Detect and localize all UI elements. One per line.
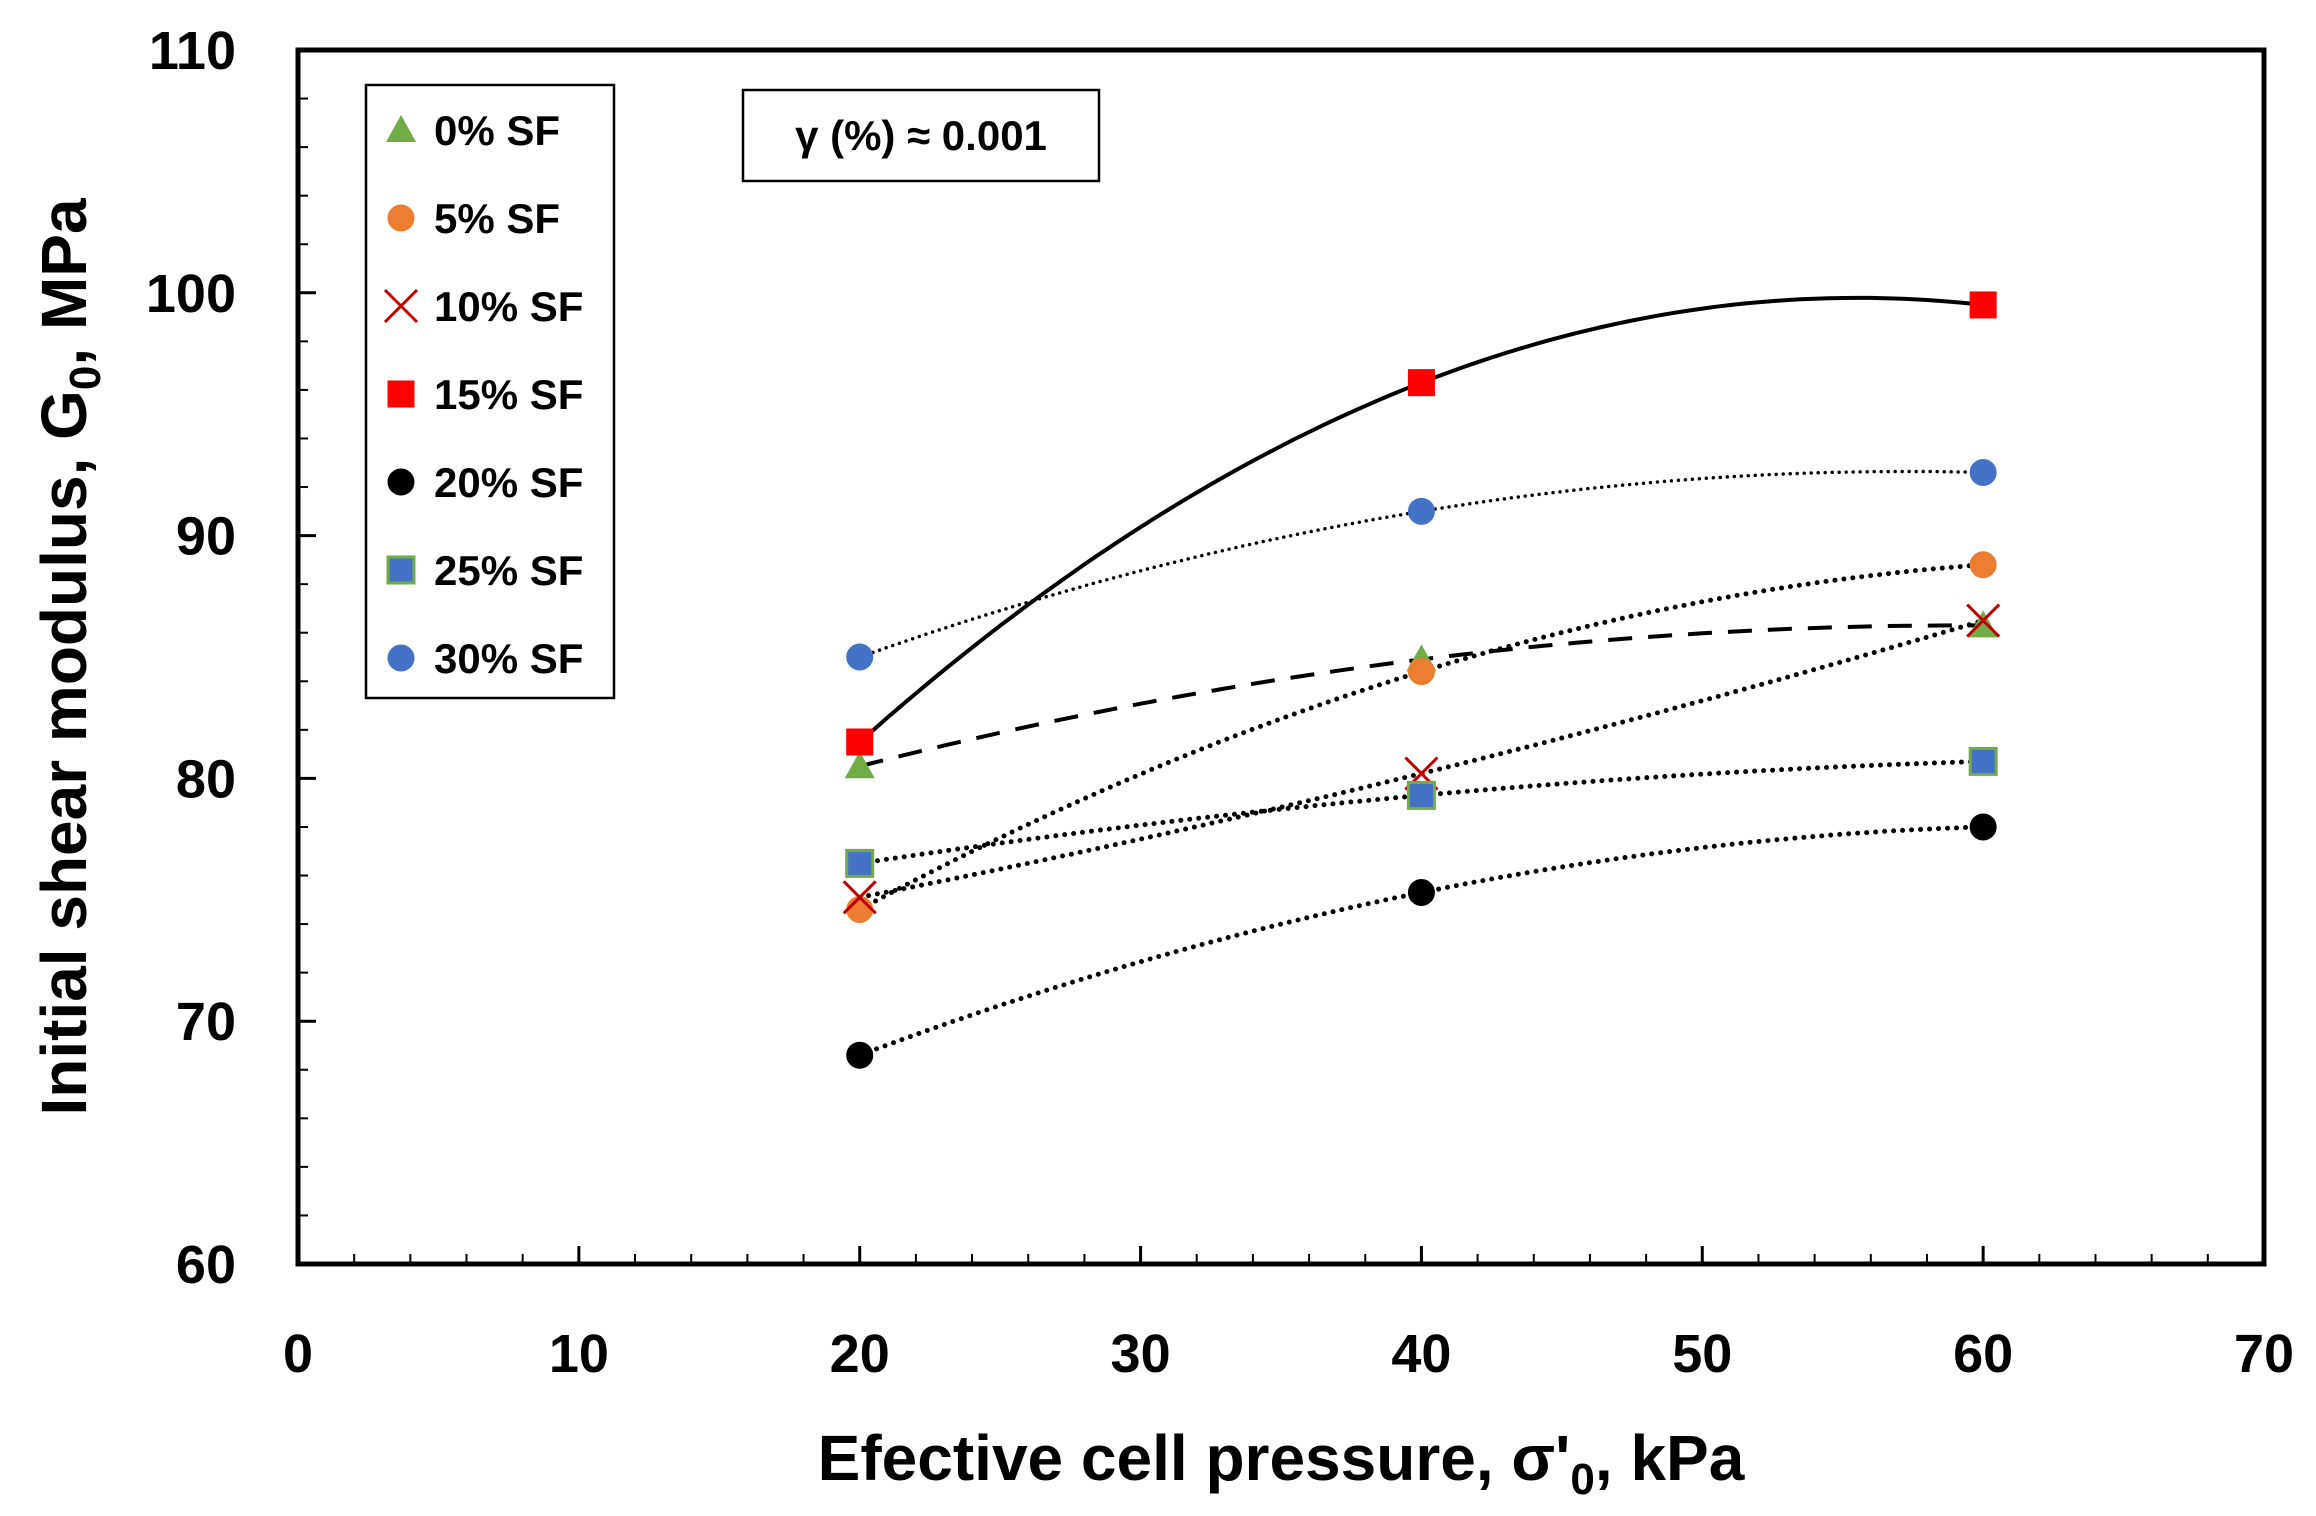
y-tick-label: 60 xyxy=(176,1235,236,1295)
point-5pct-sf xyxy=(846,896,874,924)
point-0pct-sf xyxy=(844,751,875,779)
trendline-5pct-sf xyxy=(857,562,1986,912)
y-tick-label: 90 xyxy=(176,507,236,567)
point-15pct-sf xyxy=(1969,291,1997,319)
point-25pct-sf xyxy=(1406,780,1436,810)
legend-label-10pct-sf: 10% SF xyxy=(434,283,583,330)
x-tick-label: 50 xyxy=(1672,1324,1732,1384)
annotation-box xyxy=(741,88,1101,183)
legend-label-15pct-sf: 15% SF xyxy=(434,371,583,418)
point-20pct-sf xyxy=(1407,879,1435,907)
x-axis-title: Efective cell pressure, σ'0, kPa xyxy=(818,1422,1745,1504)
point-25pct-sf xyxy=(1968,746,1998,776)
legend-label-0pct-sf: 0% SF xyxy=(434,107,560,154)
point-20pct-sf xyxy=(846,1041,874,1069)
point-30pct-sf xyxy=(1969,458,1997,486)
x-tick-label: 40 xyxy=(1391,1324,1451,1384)
legend-label-20pct-sf: 20% SF xyxy=(434,459,583,506)
x-tick-label: 20 xyxy=(830,1324,890,1384)
data-markers xyxy=(842,291,2001,1069)
legend-marker-20pct-sf xyxy=(387,468,415,496)
trendline-25pct-sf xyxy=(857,758,1986,866)
point-20pct-sf xyxy=(1969,813,1997,841)
point-30pct-sf xyxy=(846,643,874,671)
legend-marker-25pct-sf xyxy=(386,555,416,585)
y-tick-label: 110 xyxy=(149,21,236,81)
annotation-text: γ (%) ≈ 0.001 xyxy=(795,112,1047,159)
x-tick-label: 10 xyxy=(549,1324,609,1384)
legend-label-30pct-sf: 30% SF xyxy=(434,635,583,682)
point-0pct-sf xyxy=(1968,610,1999,638)
point-5pct-sf xyxy=(1969,551,1997,579)
x-axis-ticks: 0 10 20 30 40 50 60 70 xyxy=(283,1246,2294,1384)
point-15pct-sf xyxy=(1407,369,1435,397)
legend-marker-15pct-sf xyxy=(387,380,415,408)
y-tick-label: 100 xyxy=(146,264,236,324)
point-10pct-sf xyxy=(1966,603,2001,638)
legend-marker-30pct-sf xyxy=(387,644,415,672)
y-axis-ticks: 60 70 80 90 100 110 xyxy=(146,21,316,1295)
y-tick-label: 70 xyxy=(176,992,236,1052)
point-10pct-sf xyxy=(842,880,877,915)
x-tick-label: 0 xyxy=(283,1324,313,1384)
y-tick-label: 80 xyxy=(176,749,236,809)
legend-marker-10pct-sf xyxy=(383,288,419,324)
point-25pct-sf xyxy=(845,848,875,878)
point-15pct-sf xyxy=(846,728,874,756)
plot-area-border xyxy=(295,47,2267,1267)
point-30pct-sf xyxy=(1407,497,1435,525)
strain-annotation: γ (%) ≈ 0.001 xyxy=(741,88,1101,183)
legend-marker-0pct-sf xyxy=(386,115,416,142)
point-5pct-sf xyxy=(1407,658,1435,686)
legend-label-5pct-sf: 5% SF xyxy=(434,195,560,242)
y-axis-title: Initial shear modulus, G0, MPa xyxy=(28,198,110,1116)
legend: 0% SF 5% SF 10% SF 15% SF 20% SF 25% SF 30% SF xyxy=(364,83,616,700)
x-tick-label: 60 xyxy=(1953,1324,2013,1384)
x-tick-label: 70 xyxy=(2234,1324,2294,1384)
legend-label-25pct-sf: 25% SF xyxy=(434,547,583,594)
legend-marker-5pct-sf xyxy=(387,204,415,232)
x-tick-label: 30 xyxy=(1111,1324,1171,1384)
